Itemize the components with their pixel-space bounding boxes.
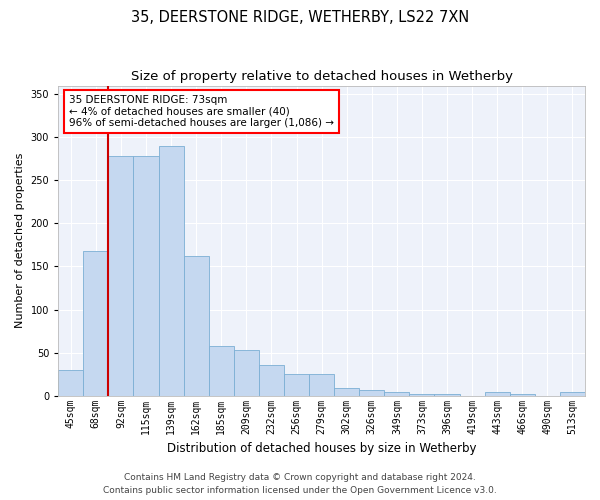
Bar	[409, 394, 434, 396]
Bar	[510, 394, 535, 396]
Bar	[359, 390, 385, 396]
Text: 35, DEERSTONE RIDGE, WETHERBY, LS22 7XN: 35, DEERSTONE RIDGE, WETHERBY, LS22 7XN	[131, 10, 469, 25]
X-axis label: Distribution of detached houses by size in Wetherby: Distribution of detached houses by size …	[167, 442, 476, 455]
Text: Contains HM Land Registry data © Crown copyright and database right 2024.
Contai: Contains HM Land Registry data © Crown c…	[103, 474, 497, 495]
Bar	[234, 350, 259, 396]
Bar	[209, 346, 234, 396]
Bar	[334, 388, 359, 396]
Text: 35 DEERSTONE RIDGE: 73sqm
← 4% of detached houses are smaller (40)
96% of semi-d: 35 DEERSTONE RIDGE: 73sqm ← 4% of detach…	[69, 95, 334, 128]
Bar	[284, 374, 309, 396]
Bar	[385, 392, 409, 396]
Y-axis label: Number of detached properties: Number of detached properties	[15, 153, 25, 328]
Bar	[58, 370, 83, 396]
Bar	[309, 374, 334, 396]
Bar	[133, 156, 158, 396]
Bar	[158, 146, 184, 396]
Bar	[560, 392, 585, 396]
Bar	[434, 394, 460, 396]
Bar	[83, 251, 109, 396]
Bar	[485, 392, 510, 396]
Bar	[184, 256, 209, 396]
Title: Size of property relative to detached houses in Wetherby: Size of property relative to detached ho…	[131, 70, 512, 83]
Bar	[109, 156, 133, 396]
Bar	[259, 366, 284, 396]
